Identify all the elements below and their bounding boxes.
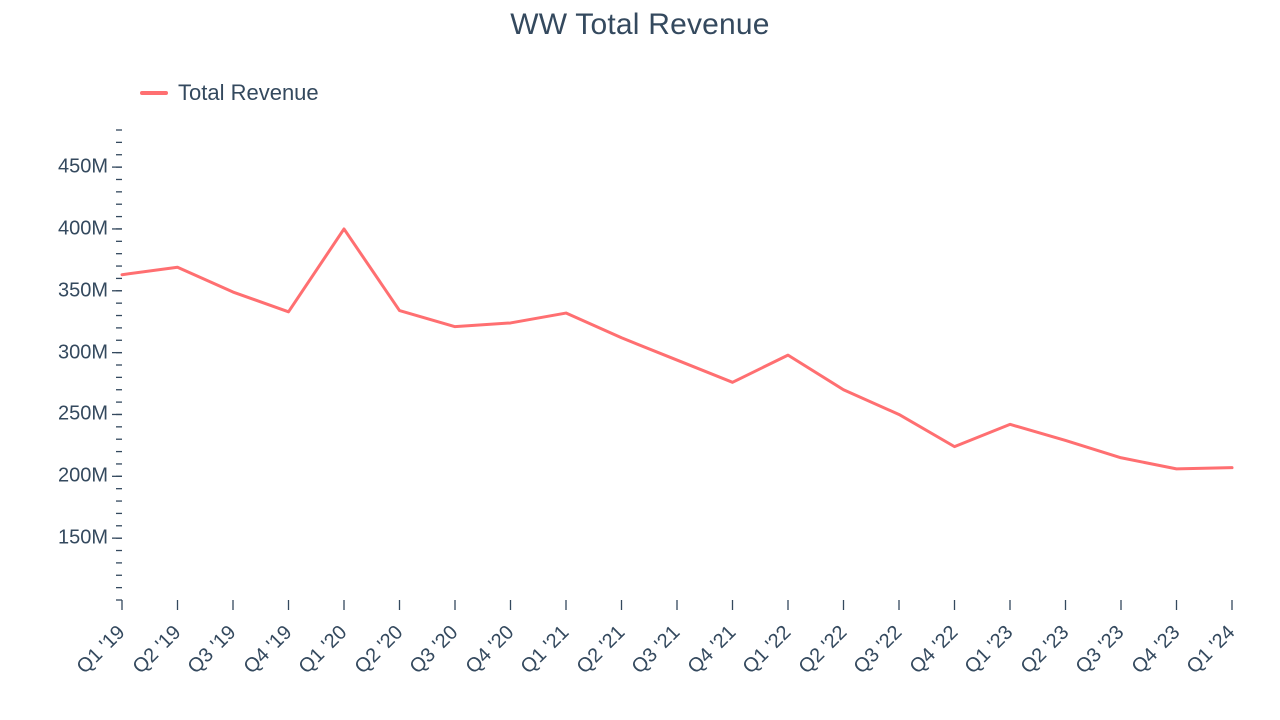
x-tick-label: Q1 '24 xyxy=(1183,621,1240,678)
x-tick-label: Q4 '20 xyxy=(461,621,518,678)
x-tick-label: Q1 '20 xyxy=(295,621,352,678)
y-tick-label: 250M xyxy=(58,403,108,426)
x-tick-label: Q3 '21 xyxy=(628,621,685,678)
x-tick-label: Q1 '21 xyxy=(517,621,574,678)
x-tick-label: Q4 '19 xyxy=(239,621,296,678)
x-tick-label: Q1 '19 xyxy=(73,621,130,678)
plot-area: 150M200M250M300M350M400M450MQ1 '19Q2 '19… xyxy=(122,130,1232,600)
x-tick-label: Q3 '23 xyxy=(1072,621,1129,678)
x-tick-label: Q3 '22 xyxy=(850,621,907,678)
y-tick-label: 450M xyxy=(58,156,108,179)
x-tick-label: Q2 '23 xyxy=(1016,621,1073,678)
y-tick-label: 350M xyxy=(58,279,108,302)
x-tick-label: Q2 '22 xyxy=(794,621,851,678)
x-tick-label: Q2 '19 xyxy=(128,621,185,678)
axes xyxy=(122,130,1232,600)
x-tick-label: Q1 '23 xyxy=(961,621,1018,678)
y-tick-label: 150M xyxy=(58,527,108,550)
x-tick-label: Q2 '20 xyxy=(350,621,407,678)
revenue-line-chart: WW Total Revenue Total Revenue 150M200M2… xyxy=(0,0,1280,720)
x-tick-label: Q4 '21 xyxy=(683,621,740,678)
y-tick-label: 400M xyxy=(58,217,108,240)
y-tick-label: 200M xyxy=(58,465,108,488)
legend-swatch xyxy=(140,91,168,95)
x-tick-label: Q2 '21 xyxy=(572,621,629,678)
y-tick-label: 300M xyxy=(58,341,108,364)
chart-title: WW Total Revenue xyxy=(0,8,1280,42)
legend-label: Total Revenue xyxy=(178,80,319,106)
x-tick-label: Q3 '19 xyxy=(184,621,241,678)
chart-legend: Total Revenue xyxy=(140,80,319,106)
x-tick-label: Q3 '20 xyxy=(406,621,463,678)
x-tick-label: Q1 '22 xyxy=(739,621,796,678)
x-tick-label: Q4 '23 xyxy=(1127,621,1184,678)
series-line xyxy=(122,229,1232,469)
x-tick-label: Q4 '22 xyxy=(905,621,962,678)
